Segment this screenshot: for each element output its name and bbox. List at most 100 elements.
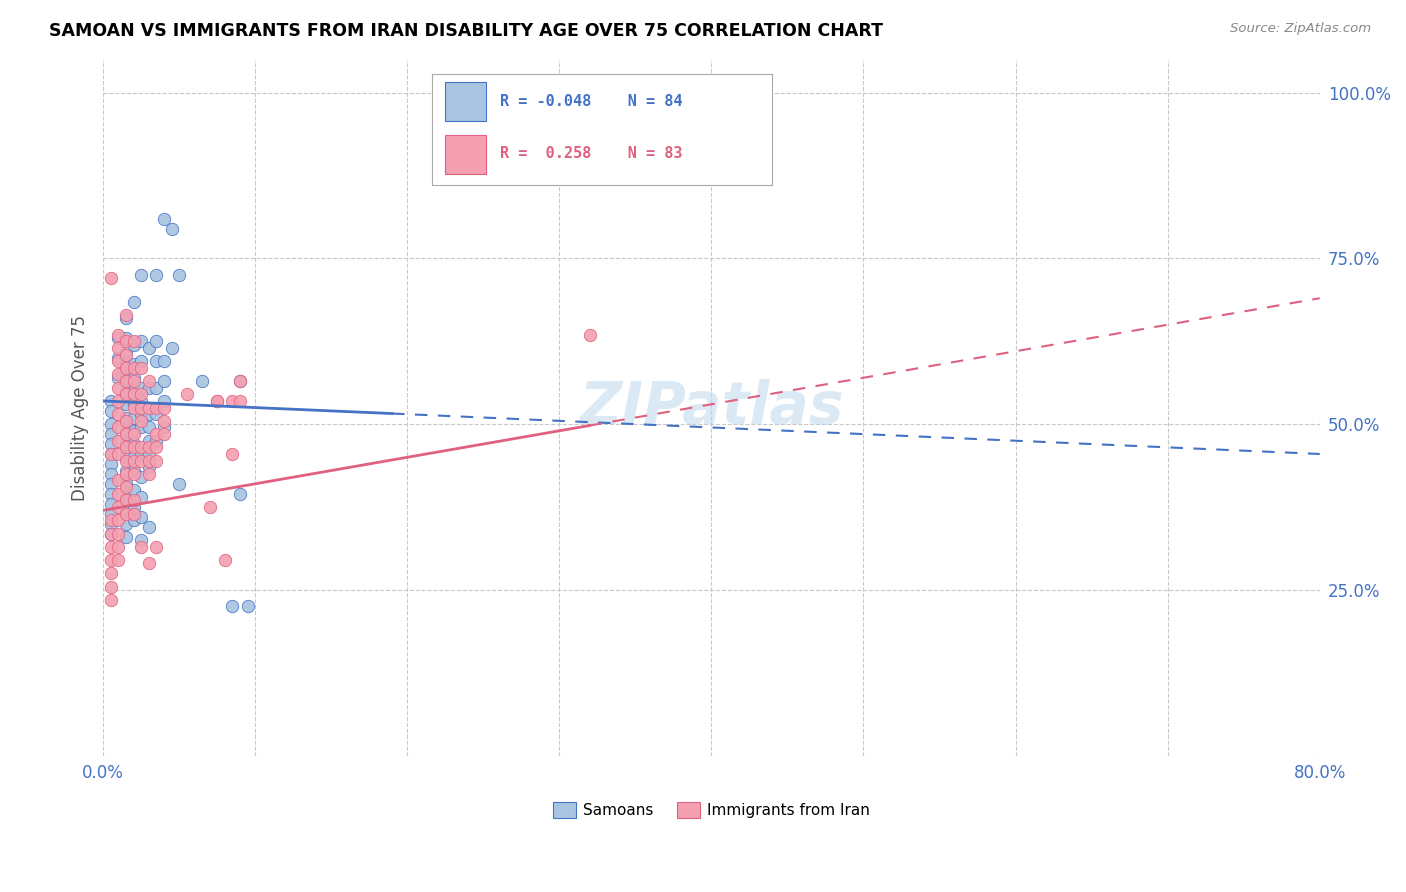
Point (129, 447, 152, 461)
Point (221, 447, 243, 461)
Point (129, 510, 152, 524)
Point (214, 553, 236, 567)
Point (115, 490, 138, 504)
Point (145, 407, 167, 421)
Point (100, 580, 122, 594)
Point (138, 447, 160, 461)
Point (198, 500, 221, 514)
Point (107, 381, 129, 395)
Point (107, 368, 129, 382)
Point (100, 487, 122, 501)
Point (122, 384, 145, 398)
Point (115, 450, 138, 465)
Point (145, 434, 167, 448)
Point (129, 360, 152, 375)
Point (107, 434, 129, 448)
Point (122, 464, 145, 478)
Point (115, 464, 138, 478)
Point (138, 420, 160, 434)
Point (115, 503, 138, 517)
Point (167, 268, 190, 282)
Point (129, 381, 152, 395)
Point (138, 453, 160, 467)
Point (115, 530, 138, 544)
Point (100, 271, 122, 285)
Point (129, 401, 152, 415)
Text: Source: ZipAtlas.com: Source: ZipAtlas.com (1230, 22, 1371, 36)
Point (129, 334, 152, 349)
Point (100, 526, 122, 541)
Point (153, 211, 176, 226)
Point (122, 441, 145, 455)
Point (100, 404, 122, 418)
Point (107, 420, 129, 434)
Point (145, 453, 167, 467)
Point (122, 513, 145, 527)
Point (138, 467, 160, 481)
Point (122, 427, 145, 442)
Point (115, 347, 138, 361)
Point (100, 516, 122, 531)
Point (107, 354, 129, 368)
Point (122, 467, 145, 481)
Point (115, 516, 138, 531)
Text: SAMOAN VS IMMIGRANTS FROM IRAN DISABILITY AGE OVER 75 CORRELATION CHART: SAMOAN VS IMMIGRANTS FROM IRAN DISABILIT… (49, 22, 883, 40)
Point (107, 394, 129, 409)
Point (100, 417, 122, 432)
Point (145, 334, 167, 349)
Point (229, 374, 252, 388)
Point (107, 327, 129, 342)
Point (115, 331, 138, 345)
Point (100, 437, 122, 451)
Point (107, 487, 129, 501)
Point (138, 401, 160, 415)
Point (122, 337, 145, 351)
Point (153, 420, 176, 434)
Point (100, 507, 122, 521)
Point (138, 407, 160, 421)
Point (167, 476, 190, 491)
Point (107, 351, 129, 365)
Point (122, 374, 145, 388)
Point (115, 308, 138, 322)
Point (122, 387, 145, 401)
Point (115, 384, 138, 398)
Point (122, 424, 145, 438)
Point (122, 507, 145, 521)
Point (107, 370, 129, 384)
Point (236, 599, 259, 614)
Point (122, 500, 145, 514)
Point (115, 334, 138, 349)
Point (138, 557, 160, 571)
Point (122, 360, 145, 375)
Point (122, 358, 145, 372)
Point (107, 474, 129, 488)
Point (191, 374, 214, 388)
Point (138, 441, 160, 455)
Point (122, 493, 145, 508)
Point (145, 381, 167, 395)
Point (115, 414, 138, 428)
Point (100, 394, 122, 409)
Point (145, 441, 167, 455)
Point (115, 493, 138, 508)
Point (122, 334, 145, 349)
Point (107, 407, 129, 421)
Point (129, 407, 152, 421)
Point (221, 394, 243, 409)
Point (229, 394, 252, 409)
Point (115, 427, 138, 442)
Point (100, 540, 122, 554)
Point (129, 354, 152, 368)
Point (229, 487, 252, 501)
Point (153, 354, 176, 368)
Point (153, 414, 176, 428)
Point (100, 476, 122, 491)
Point (153, 401, 176, 415)
Point (153, 374, 176, 388)
Y-axis label: Disability Age Over 75: Disability Age Over 75 (72, 315, 89, 500)
Point (100, 447, 122, 461)
Point (115, 437, 138, 451)
Point (100, 513, 122, 527)
Point (122, 437, 145, 451)
